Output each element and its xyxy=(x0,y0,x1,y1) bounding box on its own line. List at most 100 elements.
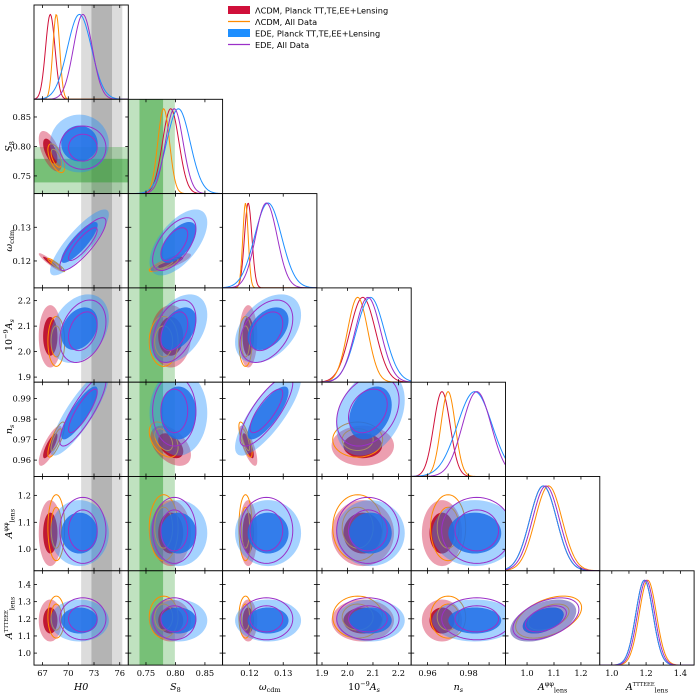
contour-68-3 xyxy=(160,227,189,262)
contour-68-2 xyxy=(160,512,197,554)
panel-Aphiphi-omega_cdm xyxy=(222,476,317,571)
contour-95-3 xyxy=(59,597,107,641)
contour-68-2 xyxy=(61,607,98,634)
panel-S8-S8 xyxy=(128,99,223,194)
x-tick-label-ns: 0.96 xyxy=(418,668,436,678)
contour-68-2 xyxy=(349,512,392,554)
contour-95-3 xyxy=(152,382,197,447)
axis-label-omega_cdm: ωcdm xyxy=(259,682,281,694)
axis-label-S8: S8 xyxy=(170,682,181,694)
contour-95-1 xyxy=(515,595,583,639)
contour-68-0 xyxy=(43,512,58,554)
y-tick-label-Aphiphi: 1.1 xyxy=(18,517,31,527)
contour-95-1 xyxy=(47,595,66,639)
x-tick-label-H0: 70 xyxy=(63,668,74,678)
legend-label-0: ΛCDM, Planck TT,TE,EE+Lensing xyxy=(255,6,388,16)
legend-label-3: EDE, All Data xyxy=(255,40,309,50)
contour-95-1 xyxy=(148,494,179,562)
x-tick-label-ATTTEEE: 1.4 xyxy=(674,668,687,678)
density-curve-0 xyxy=(34,13,129,100)
contour-68-1 xyxy=(154,428,174,452)
axis-label-As: 10−9As xyxy=(2,318,16,351)
x-tick-label-H0: 76 xyxy=(114,668,125,678)
panel-As-As xyxy=(316,287,412,383)
contour-68-3 xyxy=(160,605,189,633)
y-tick-label-ns: 0.98 xyxy=(13,414,31,424)
contour-68-3 xyxy=(347,605,388,633)
contour-68-3 xyxy=(249,509,284,552)
axis-label-ns: ns xyxy=(454,682,464,694)
y-tick-label-As: 2.2 xyxy=(18,296,31,306)
contour-95-1 xyxy=(47,494,66,562)
contour-95-1 xyxy=(148,595,179,639)
contour-68-1 xyxy=(50,325,63,358)
density-curve-1 xyxy=(505,485,600,571)
y-tick-label-S8: 0.75 xyxy=(13,171,31,181)
contour-95-3 xyxy=(239,496,294,564)
x-tick-label-As: 1.9 xyxy=(315,668,328,678)
y-tick-label-As: 1.9 xyxy=(18,372,31,382)
contour-95-3 xyxy=(152,496,197,564)
panel-omega_cdm-S8 xyxy=(128,193,223,288)
axis-label-Aphiphi: Aφφlens xyxy=(2,509,17,539)
y-tick-label-omega_cdm: 0.12 xyxy=(13,256,31,266)
panel-ATTTEEE-H0 xyxy=(34,570,129,666)
y-tick-label-As: 2.1 xyxy=(18,321,31,331)
panel-ATTTEEE-omega_cdm xyxy=(222,570,317,666)
contour-95-3 xyxy=(59,496,107,564)
contour-68-2 xyxy=(448,607,502,634)
band-inner xyxy=(34,158,129,183)
density-curve-3 xyxy=(316,296,412,383)
x-tick-label-Aphiphi: 1.2 xyxy=(574,668,587,678)
x-tick-label-ATTTEEE: 1.0 xyxy=(605,668,618,678)
band-inner xyxy=(139,99,164,194)
x-tick-label-As: 2.1 xyxy=(366,668,379,678)
panel-ns-As xyxy=(316,382,412,477)
contour-95-3 xyxy=(239,597,294,641)
axis-label-ns: ns xyxy=(4,424,16,434)
panel-bg xyxy=(316,287,412,383)
axis-label-H0: H0 xyxy=(73,682,88,693)
contour-68-2 xyxy=(160,607,197,634)
x-tick-label-ATTTEEE: 1.2 xyxy=(639,668,652,678)
x-tick-label-Aphiphi: 1.0 xyxy=(520,668,533,678)
y-tick-label-Aphiphi: 1.0 xyxy=(18,544,31,554)
x-tick-label-As: 2.0 xyxy=(341,668,354,678)
contour-68-3 xyxy=(68,509,98,552)
contour-68-1 xyxy=(436,603,460,631)
contour-95-1 xyxy=(47,257,66,273)
contour-68-0 xyxy=(43,316,58,356)
band-inner xyxy=(91,5,113,100)
contour-68-2 xyxy=(61,307,98,350)
band-inner xyxy=(91,570,113,666)
x-tick-label-H0: 67 xyxy=(37,668,48,678)
contour-95-1 xyxy=(47,143,66,174)
panel-ns-S8 xyxy=(128,382,223,477)
axis-label-ATTTEEE: ATTTEEElens xyxy=(4,597,17,640)
y-tick-label-ns: 0.99 xyxy=(13,394,31,404)
panel-frame xyxy=(599,570,695,666)
contour-68-3 xyxy=(68,227,98,261)
band-inner xyxy=(139,570,164,666)
panel-Aphiphi-ns xyxy=(411,476,506,571)
contour-95-3 xyxy=(239,382,294,447)
density-curve-3 xyxy=(505,485,600,571)
band-inner xyxy=(91,287,113,383)
panel-ns-H0 xyxy=(34,382,129,477)
contour-68-2 xyxy=(247,386,289,440)
contour-95-3 xyxy=(336,496,400,564)
contour-68-3 xyxy=(454,605,500,633)
contour-68-3 xyxy=(68,311,98,352)
band-inner xyxy=(91,382,113,477)
contour-68-1 xyxy=(50,148,63,168)
contour-68-2 xyxy=(61,512,98,554)
legend-swatch-0 xyxy=(228,6,250,14)
contour-95-3 xyxy=(441,496,506,564)
panel-ns-omega_cdm xyxy=(222,382,317,477)
x-tick-label-Aphiphi: 1.1 xyxy=(547,668,560,678)
contour-68-3 xyxy=(68,133,98,162)
contour-68-2 xyxy=(247,607,289,634)
axis-label-Aphiphi: Aφφlens xyxy=(537,680,567,695)
y-tick-label-ATTTEEE: 1.1 xyxy=(18,631,31,641)
contour-68-3 xyxy=(347,509,388,552)
